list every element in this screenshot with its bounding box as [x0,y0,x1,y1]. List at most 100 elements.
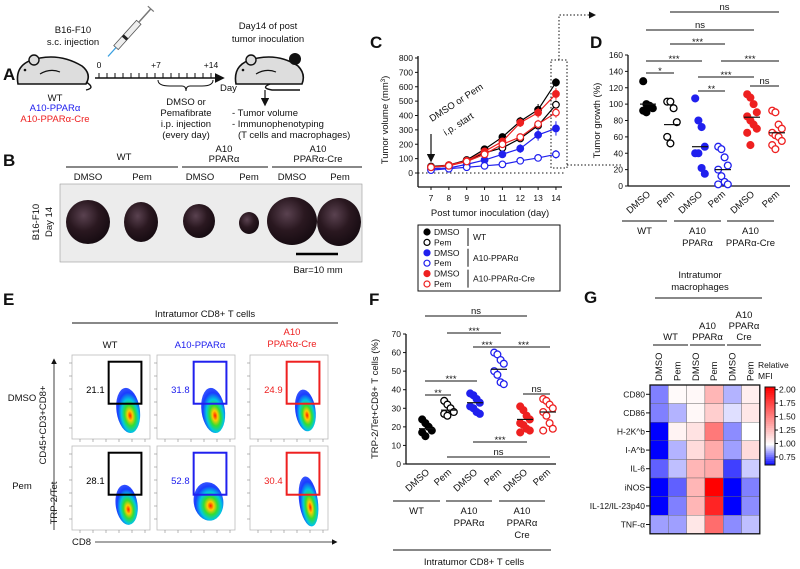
panel-a: A WT A10-PPARα A10-PPARα-Cre B16-F10 s.c… [3,5,350,141]
data-point [746,141,755,150]
heatmap-cell [723,440,742,460]
data-point [516,144,525,153]
category-label: DMSO [676,189,705,216]
data-point [552,124,560,133]
y-tick-label: 20 [614,165,624,175]
significance-label: ns [695,20,705,31]
y-axis-label: TRP-2/Tet+CD8+ T cells (%) [370,339,381,459]
data-point [475,409,484,418]
data-point [534,108,542,117]
gate-percent: 24.9 [264,385,283,396]
legend-label: DMSO [434,227,460,237]
gate [192,451,228,496]
data-point [444,161,453,170]
data-point [752,108,761,117]
colorbar-segment [765,449,775,452]
macrophage-heatmap: IntratumormacrophagesWTA10PPARαA10PPARαC… [590,270,796,535]
group-label: A10 [514,506,531,517]
readout-3: (T cells and macrophages) [238,130,350,141]
timeline-unit: Day [220,83,237,94]
significance-label: *** [494,435,505,446]
injection-label: B16-F10 [55,25,91,36]
flow-plot: 24.9 [247,354,329,442]
data-point [645,102,654,111]
heatmap-cell [686,477,706,497]
mouse-icon [16,54,92,91]
data-point [723,161,732,170]
legend-label: DMSO [434,269,460,279]
plot-frame [249,354,329,440]
y-tick-label: 500 [399,96,413,106]
x-axis-label: Post tumor inoculation (day) [431,208,549,219]
legend-label: Pem [434,237,451,247]
y-tick-label: 40 [392,385,402,395]
row-label: iNOS [625,482,646,492]
data-point [720,153,729,162]
gate [107,451,143,496]
gate-percent: 21.1 [86,385,105,396]
colorbar-segment [765,455,775,458]
heatmap-cell [686,440,706,460]
data-point [552,78,560,87]
flow-plot: 52.8 [154,445,236,533]
group-label: A10 [742,226,759,237]
row-label: I-A^b [625,445,645,455]
y-tick-label: 140 [609,66,623,76]
x-tick-label: 10 [480,193,490,203]
data-point [548,424,557,433]
legend-group-label: A10-PPARα [473,253,518,263]
gate-percent: 31.8 [171,385,190,396]
heatmap-cell [686,422,706,442]
x-tick-label: 14 [551,193,561,203]
data-point [516,156,525,165]
y-tick-label: 120 [609,83,623,93]
data-point [714,180,723,189]
legend-marker [423,270,431,278]
heatmap-cell [741,459,760,479]
colorbar-tick-label: 2.00 [779,385,796,395]
y-tick-label: 600 [399,82,413,92]
heatmap-cell [741,384,760,404]
y-tick-label: 0 [618,181,623,191]
data-point [746,93,755,102]
colorbar-title: Relative [758,360,789,370]
flow-plot: 31.8 [154,354,236,442]
colorbar-segment [765,406,775,409]
y-tick-label: 100 [399,154,413,164]
colorbar-tick-label: 0.75 [779,452,796,462]
gate [285,360,321,405]
colorbar-segment [765,387,775,390]
group-label-a10: A10-PPARα [30,103,81,114]
heatmap-cell [649,384,669,404]
e-row-pem: Pem [12,481,32,492]
endpoint-line-1: Day14 of post [239,21,298,32]
significance-label: *** [744,54,755,65]
significance-label: ns [719,2,729,13]
colorbar-segment [765,420,775,423]
colorbar-segment [765,418,775,421]
b-side-label-1: B16-F10 [31,204,42,240]
significance-label: *** [692,37,703,48]
group-label: A10 [736,310,753,321]
density-blob [294,389,316,432]
column-label: DMSO [691,353,702,382]
significance-label: ns [471,306,481,317]
panel-label-a: A [3,65,15,84]
legend-marker [423,280,431,288]
category-label: Pem [760,189,782,210]
y-tick-label: 400 [399,111,413,121]
endpoint-line-2: tumor inoculation [232,34,304,45]
colorbar-segment [765,400,775,404]
heatmap-cell [704,384,724,404]
tet-cd8-chart: 0 10 20 30 40 50 60 70 TRP-2/Tet+CD8+ T cells (%… [370,306,557,568]
legend-marker [423,238,431,246]
panel-label-f: F [369,290,379,309]
data-point [717,145,726,154]
data-point [462,157,471,166]
row-label: TNF-α [621,520,645,530]
gate-percent: 52.8 [171,476,190,487]
plot-frame [71,445,151,531]
footer-label: Intratumor CD8+ T cells [424,557,524,568]
heatmap-cell [723,403,742,423]
heatmap-cell [686,459,706,479]
